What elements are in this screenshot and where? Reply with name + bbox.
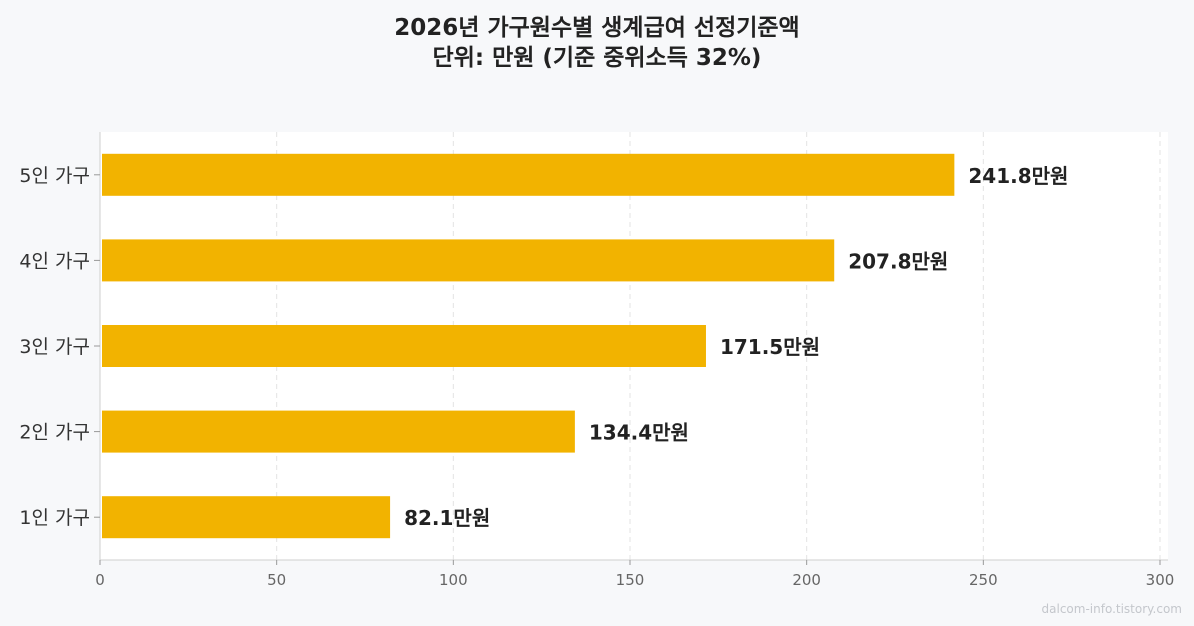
category-label: 2인 가구 xyxy=(19,422,90,444)
x-tick-label: 300 xyxy=(1146,571,1175,589)
category-label: 5인 가구 xyxy=(19,165,90,187)
bar-value-label: 134.4만원 xyxy=(589,421,689,445)
chart-subtitle: 단위: 만원 (기준 중위소득 32%) xyxy=(432,45,762,71)
x-tick-label: 100 xyxy=(439,571,468,589)
x-tick-label: 200 xyxy=(792,571,821,589)
category-label: 4인 가구 xyxy=(19,250,90,272)
bar xyxy=(102,325,706,367)
bar-value-label: 207.8만원 xyxy=(848,249,948,273)
bar-value-label: 241.8만원 xyxy=(968,164,1068,188)
x-tick-label: 250 xyxy=(969,571,998,589)
bars: 241.8만원 207.8만원 171.5만원 134.4만원 82.1만원 xyxy=(102,153,1068,539)
bar xyxy=(102,239,835,282)
chart-title: 2026년 가구원수별 생계급여 선정기준액 xyxy=(394,15,800,41)
watermark: dalcom-info.tistory.com xyxy=(1041,602,1182,616)
x-tick-label: 50 xyxy=(267,571,286,589)
bar-value-label: 82.1만원 xyxy=(404,506,490,530)
category-label: 3인 가구 xyxy=(19,336,90,358)
category-label: 1인 가구 xyxy=(19,507,90,529)
bar xyxy=(102,410,575,453)
bar xyxy=(102,496,391,539)
x-ticks: 0 50 100 150 200 250 300 xyxy=(95,560,1174,589)
x-tick-label: 150 xyxy=(616,571,645,589)
x-tick-label: 0 xyxy=(95,571,105,589)
y-ticks: 5인 가구 4인 가구 3인 가구 2인 가구 1인 가구 xyxy=(19,165,100,529)
bar xyxy=(102,153,955,196)
bar-value-label: 171.5만원 xyxy=(720,335,820,359)
